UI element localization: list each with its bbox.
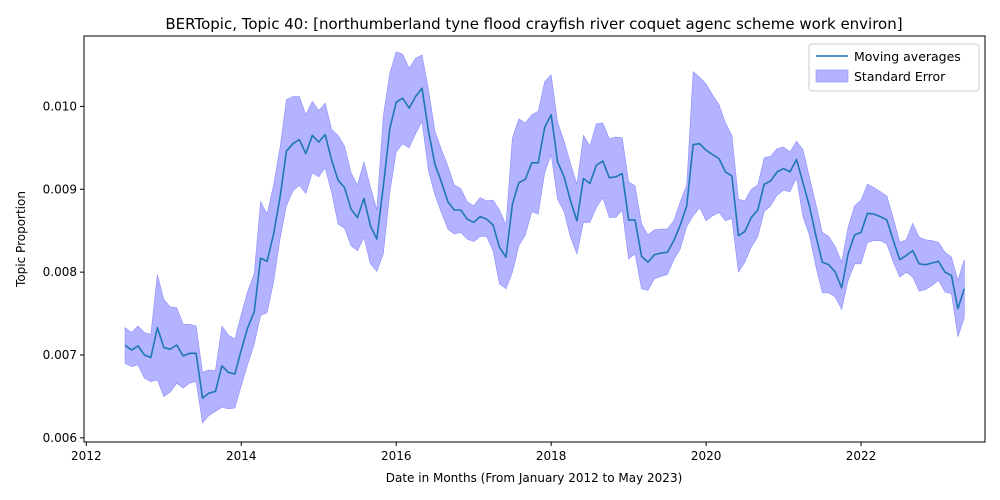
moving-average-line — [124, 87, 966, 399]
y-axis: 0.006 0.007 0.008 0.009 0.010 — [43, 99, 84, 445]
x-tick-label: 2018 — [536, 449, 567, 463]
y-tick-label: 0.006 — [43, 431, 77, 445]
y-tick-label: 0.010 — [43, 99, 77, 113]
chart-title: BERTopic, Topic 40: [northumberland tyne… — [165, 15, 902, 33]
y-tick-label: 0.007 — [43, 348, 77, 362]
x-axis: 2012 2014 2016 2018 2020 2022 — [71, 442, 876, 463]
standard-error-band — [124, 51, 965, 424]
x-axis-label: Date in Months (From January 2012 to May… — [386, 471, 683, 485]
x-tick-label: 2014 — [226, 449, 257, 463]
legend-box — [808, 43, 980, 92]
plot-area — [124, 51, 966, 424]
x-tick-label: 2020 — [691, 449, 722, 463]
x-tick-label: 2012 — [71, 449, 102, 463]
legend: Moving averages Standard Error — [808, 43, 980, 92]
legend-band-swatch — [815, 69, 849, 83]
y-tick-label: 0.009 — [43, 182, 77, 196]
legend-label-moving-averages: Moving averages — [854, 49, 961, 64]
x-tick-label: 2022 — [846, 449, 877, 463]
plot-frame — [83, 35, 986, 443]
legend-label-standard-error: Standard Error — [854, 69, 946, 84]
y-axis-label: Topic Proportion — [14, 191, 28, 288]
x-tick-label: 2016 — [381, 449, 412, 463]
y-tick-label: 0.008 — [43, 265, 77, 279]
